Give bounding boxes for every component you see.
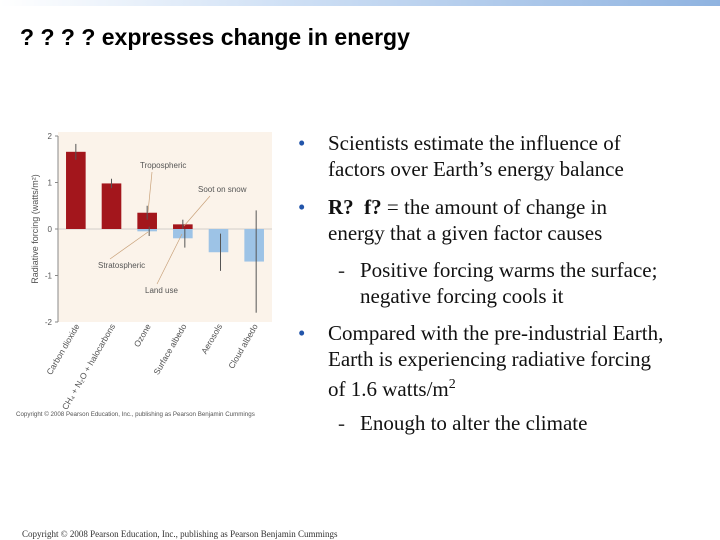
line-text: negative forcing cools it xyxy=(360,284,564,308)
line-text: Enough to alter the climate xyxy=(360,411,588,435)
bullet-marker: - xyxy=(338,258,345,282)
annotation: Tropospheric xyxy=(140,161,186,170)
plot-background xyxy=(58,132,272,322)
y-axis-label: Radiative forcing (watts/m²) xyxy=(30,174,40,284)
bullet-line: R? f? = the amount of change in xyxy=(328,194,607,220)
figure-copyright: Copyright © 2008 Pearson Education, Inc.… xyxy=(16,411,255,418)
bullet-line: Scientists estimate the influence of xyxy=(328,130,621,156)
annotation: Soot on snow xyxy=(198,185,247,194)
superscript: 2 xyxy=(448,377,456,392)
bullet-line: Positive forcing warms the surface; xyxy=(360,257,657,283)
y-tick-label: 1 xyxy=(48,179,53,188)
bullet-line: Compared with the pre-industrial Earth, xyxy=(328,320,663,346)
y-tick-label: 2 xyxy=(48,132,53,141)
bar xyxy=(66,151,86,229)
x-tick-label: Cloud albedo xyxy=(226,322,260,371)
bar xyxy=(244,229,264,262)
x-tick-label: Surface albedo xyxy=(151,322,188,377)
x-tick-label: Aerosols xyxy=(199,322,224,356)
annotation: Land use xyxy=(145,286,178,295)
bar xyxy=(173,229,193,239)
line-text: Positive forcing warms the surface; xyxy=(360,258,658,282)
bullet-marker: - xyxy=(338,411,345,435)
annotation-leader xyxy=(147,171,153,213)
annotation-leader xyxy=(156,233,183,285)
footer: Copyright © 2008 Pearson Education, Inc.… xyxy=(22,529,338,539)
bar xyxy=(101,183,122,229)
bullet-marker: • xyxy=(298,321,306,345)
bold-term: R? f? xyxy=(328,195,382,219)
annotation-leader xyxy=(183,195,211,227)
bullet-line: energy that a given factor causes xyxy=(328,220,602,246)
y-tick-label: -2 xyxy=(45,318,53,327)
line-text: Compared with the pre-industrial Earth, xyxy=(328,321,664,345)
line-text: = the amount of change in xyxy=(381,195,607,219)
annotation-leader xyxy=(109,231,149,260)
bullet-line: negative forcing cools it xyxy=(360,283,564,309)
line-text: Scientists estimate the influence of xyxy=(328,131,621,155)
line-text: of 1.6 watts/m xyxy=(328,377,449,401)
bullet-line: of 1.6 watts/m2 xyxy=(328,372,456,402)
annotation: Stratospheric xyxy=(98,261,145,270)
bullet-line: Enough to alter the climate xyxy=(360,410,587,436)
bullet-line: Earth is experiencing radiative forcing xyxy=(328,346,651,372)
y-tick-label: -1 xyxy=(45,272,53,281)
bullet-marker: • xyxy=(298,131,306,155)
slide-title: ? ? ? ? expresses change in energy xyxy=(20,24,410,50)
bullet-marker: • xyxy=(298,195,306,219)
bar xyxy=(208,229,229,253)
top-band xyxy=(0,0,720,6)
bar xyxy=(137,229,157,232)
line-text: factors over Earth’s energy balance xyxy=(328,157,624,181)
bullet-line: factors over Earth’s energy balance xyxy=(328,156,624,182)
y-tick-label: 0 xyxy=(48,225,53,234)
bar xyxy=(137,212,157,229)
line-text: Earth is experiencing radiative forcing xyxy=(328,347,652,371)
line-text: energy that a given factor causes xyxy=(328,221,603,245)
x-tick-label: Carbon dioxide xyxy=(44,322,81,377)
x-tick-label: Ozone xyxy=(132,322,153,349)
